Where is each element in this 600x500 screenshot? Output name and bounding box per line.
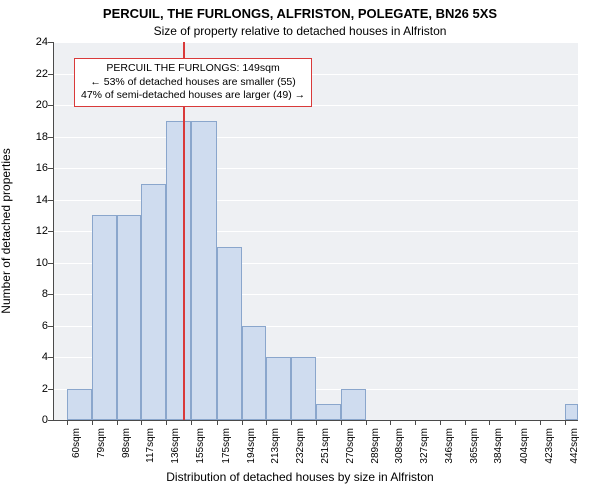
x-tick [117,420,118,425]
x-tick [341,420,342,425]
grid-line [54,200,578,201]
chart-container: PERCUIL, THE FURLONGS, ALFRISTON, POLEGA… [0,0,600,500]
x-tick-label: 136sqm [170,428,181,464]
x-tick [67,420,68,425]
x-tick-label: 384sqm [493,428,504,464]
y-tick-label: 0 [18,414,48,426]
y-tick [48,137,54,138]
x-tick [242,420,243,425]
histogram-bar [565,404,578,420]
y-axis-title: Number of detached properties [0,148,13,313]
x-tick [440,420,441,425]
x-tick [166,420,167,425]
y-tick [48,231,54,232]
histogram-bar [266,357,291,420]
histogram-bar [242,326,267,421]
histogram-bar [191,121,217,420]
x-tick-label: 155sqm [195,428,206,464]
annotation-line3: 47% of semi-detached houses are larger (… [81,89,305,103]
y-tick-label: 8 [18,288,48,300]
x-tick-label: 213sqm [270,428,281,464]
grid-line [54,42,578,43]
y-tick-label: 2 [18,383,48,395]
y-tick-label: 16 [18,162,48,174]
x-tick [489,420,490,425]
histogram-bar [141,184,166,420]
y-tick [48,105,54,106]
annotation-line2: ← 53% of detached houses are smaller (55… [81,76,305,90]
histogram-bar [67,389,92,421]
y-tick [48,326,54,327]
y-tick [48,294,54,295]
x-tick-label: 423sqm [544,428,555,464]
histogram-bar [217,247,242,420]
y-tick [48,74,54,75]
x-tick [92,420,93,425]
y-tick-label: 6 [18,320,48,332]
y-tick [48,200,54,201]
x-tick [141,420,142,425]
y-tick [48,263,54,264]
x-tick-label: 194sqm [246,428,257,464]
chart-title-main: PERCUIL, THE FURLONGS, ALFRISTON, POLEGA… [0,6,600,21]
y-tick-label: 12 [18,225,48,237]
histogram-bar [316,404,341,420]
y-tick-label: 14 [18,194,48,206]
histogram-bar [166,121,191,420]
x-tick-label: 232sqm [295,428,306,464]
x-tick-label: 98sqm [121,428,132,458]
x-tick-label: 308sqm [394,428,405,464]
x-tick [515,420,516,425]
annotation-box: PERCUIL THE FURLONGS: 149sqm ← 53% of de… [74,58,312,107]
y-tick-label: 22 [18,68,48,80]
x-tick [565,420,566,425]
x-tick [266,420,267,425]
x-tick [366,420,367,425]
x-tick-label: 117sqm [145,428,156,463]
y-tick-label: 10 [18,257,48,269]
x-tick [465,420,466,425]
y-tick [48,389,54,390]
y-tick [48,357,54,358]
x-tick-label: 346sqm [444,428,455,464]
y-tick-label: 20 [18,99,48,111]
x-tick-label: 270sqm [345,428,356,464]
grid-line [54,168,578,169]
x-tick-label: 60sqm [71,428,82,458]
y-tick [48,42,54,43]
x-tick-label: 175sqm [221,428,232,464]
chart-title-sub: Size of property relative to detached ho… [0,24,600,38]
x-tick-label: 289sqm [370,428,381,464]
y-tick [48,168,54,169]
x-tick [191,420,192,425]
x-tick-label: 365sqm [469,428,480,464]
x-tick [415,420,416,425]
histogram-bar [341,389,366,421]
annotation-line1: PERCUIL THE FURLONGS: 149sqm [81,62,305,76]
x-axis-title: Distribution of detached houses by size … [0,470,600,484]
x-tick [540,420,541,425]
x-tick-label: 404sqm [519,428,530,464]
y-tick-label: 18 [18,131,48,143]
x-tick-label: 79sqm [96,428,107,458]
y-tick-label: 4 [18,351,48,363]
histogram-bar [291,357,316,420]
x-tick [316,420,317,425]
x-tick-label: 442sqm [569,428,580,464]
y-tick [48,420,54,421]
histogram-bar [92,215,117,420]
x-tick [217,420,218,425]
x-tick [390,420,391,425]
histogram-bar [117,215,142,420]
x-tick-label: 327sqm [419,428,430,464]
x-tick [291,420,292,425]
x-tick-label: 251sqm [320,428,331,464]
grid-line [54,137,578,138]
y-tick-label: 24 [18,36,48,48]
